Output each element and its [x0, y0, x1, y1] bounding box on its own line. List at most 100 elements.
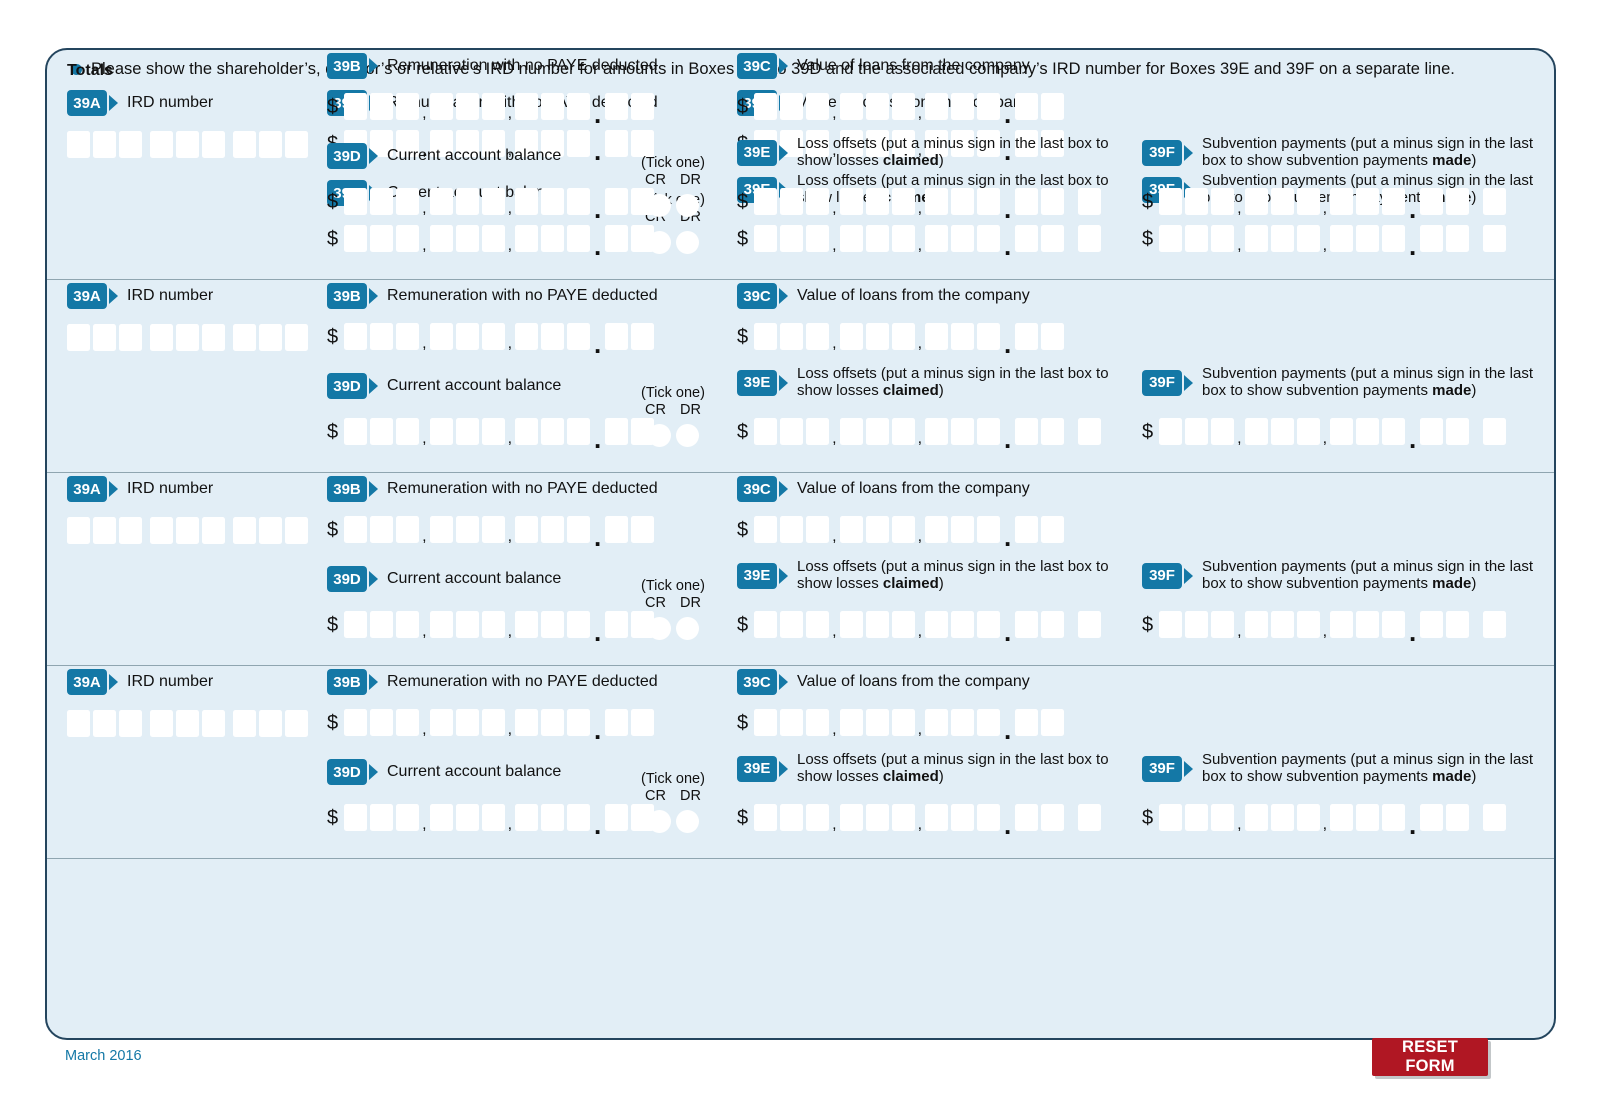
amount-digit-box[interactable]: [951, 418, 975, 445]
dr-radio[interactable]: [675, 810, 699, 833]
amount-digit-box[interactable]: [806, 611, 830, 638]
amount-digit-box[interactable]: [1296, 804, 1320, 831]
amount-digit-box[interactable]: [977, 130, 1001, 157]
amount-digit-box[interactable]: [1185, 611, 1209, 638]
amount-digit-box[interactable]: [977, 611, 1001, 638]
amount-digit-box[interactable]: [344, 804, 368, 831]
amount-digit-box[interactable]: [925, 130, 949, 157]
amount-digit-box[interactable]: [429, 130, 453, 157]
amount-digit-box[interactable]: [780, 709, 804, 736]
amount-digit-box[interactable]: [567, 611, 591, 638]
cents-digit-box[interactable]: [1446, 225, 1470, 252]
amount-digit-box[interactable]: [1211, 418, 1235, 445]
cents-digit-box[interactable]: [605, 516, 629, 543]
cents-digit-box[interactable]: [1446, 804, 1470, 831]
amount-digit-box[interactable]: [1270, 418, 1294, 445]
amount-digit-box[interactable]: [806, 323, 830, 350]
ird-digit-box[interactable]: [176, 324, 199, 351]
amount-digit-box[interactable]: [780, 418, 804, 445]
amount-digit-box[interactable]: [925, 93, 949, 120]
amount-digit-box[interactable]: [370, 611, 394, 638]
amount-digit-box[interactable]: [1296, 225, 1320, 252]
amount-digit-box[interactable]: [780, 225, 804, 252]
amount-digit-box[interactable]: [839, 130, 863, 157]
amount-digit-box[interactable]: [370, 709, 394, 736]
amount-digit-box[interactable]: [1159, 188, 1183, 215]
cents-digit-box[interactable]: [605, 130, 629, 157]
amount-digit-box[interactable]: [370, 418, 394, 445]
ird-digit-box[interactable]: [93, 131, 116, 158]
amount-digit-box[interactable]: [1356, 418, 1380, 445]
amount-digit-box[interactable]: [951, 225, 975, 252]
amount-digit-box[interactable]: [396, 418, 420, 445]
amount-digit-box[interactable]: [455, 418, 479, 445]
amount-digit-box[interactable]: [780, 323, 804, 350]
amount-digit-box[interactable]: [567, 188, 591, 215]
amount-digit-box[interactable]: [396, 188, 420, 215]
amount-digit-box[interactable]: [429, 611, 453, 638]
cents-digit-box[interactable]: [1041, 188, 1065, 215]
amount-digit-box[interactable]: [977, 188, 1001, 215]
amount-digit-box[interactable]: [839, 804, 863, 831]
amount-digit-box[interactable]: [891, 418, 915, 445]
amount-digit-box[interactable]: [429, 323, 453, 350]
amount-digit-box[interactable]: [515, 709, 539, 736]
amount-digit-box[interactable]: [370, 804, 394, 831]
minus-sign-box[interactable]: [1483, 804, 1507, 831]
amount-digit-box[interactable]: [754, 709, 778, 736]
amount-digit-box[interactable]: [567, 93, 591, 120]
amount-digit-box[interactable]: [780, 804, 804, 831]
amount-digit-box[interactable]: [1382, 611, 1406, 638]
cents-digit-box[interactable]: [1420, 611, 1444, 638]
amount-digit-box[interactable]: [977, 804, 1001, 831]
amount-digit-box[interactable]: [370, 225, 394, 252]
cr-radio[interactable]: [647, 194, 671, 217]
ird-digit-box[interactable]: [233, 324, 256, 351]
amount-digit-box[interactable]: [925, 418, 949, 445]
amount-digit-box[interactable]: [455, 130, 479, 157]
amount-digit-box[interactable]: [541, 709, 565, 736]
amount-digit-box[interactable]: [429, 709, 453, 736]
cents-digit-box[interactable]: [1446, 611, 1470, 638]
amount-digit-box[interactable]: [1185, 418, 1209, 445]
amount-digit-box[interactable]: [455, 516, 479, 543]
cents-digit-box[interactable]: [1015, 130, 1039, 157]
minus-sign-box[interactable]: [1483, 418, 1507, 445]
amount-digit-box[interactable]: [891, 516, 915, 543]
amount-digit-box[interactable]: [865, 611, 889, 638]
amount-digit-box[interactable]: [1270, 225, 1294, 252]
amount-digit-box[interactable]: [1296, 611, 1320, 638]
cents-digit-box[interactable]: [631, 709, 655, 736]
amount-digit-box[interactable]: [1244, 611, 1268, 638]
amount-digit-box[interactable]: [754, 93, 778, 120]
cents-digit-box[interactable]: [605, 611, 629, 638]
amount-digit-box[interactable]: [515, 804, 539, 831]
cents-digit-box[interactable]: [1041, 130, 1065, 157]
amount-digit-box[interactable]: [541, 804, 565, 831]
amount-digit-box[interactable]: [780, 516, 804, 543]
amount-digit-box[interactable]: [1356, 611, 1380, 638]
amount-digit-box[interactable]: [370, 516, 394, 543]
amount-digit-box[interactable]: [951, 804, 975, 831]
amount-digit-box[interactable]: [481, 418, 505, 445]
cents-digit-box[interactable]: [631, 323, 655, 350]
amount-digit-box[interactable]: [455, 188, 479, 215]
cents-digit-box[interactable]: [1041, 611, 1065, 638]
amount-digit-box[interactable]: [865, 130, 889, 157]
amount-digit-box[interactable]: [567, 418, 591, 445]
amount-digit-box[interactable]: [951, 93, 975, 120]
amount-digit-box[interactable]: [1270, 611, 1294, 638]
cents-digit-box[interactable]: [1015, 804, 1039, 831]
cents-digit-box[interactable]: [1015, 516, 1039, 543]
ird-digit-box[interactable]: [285, 324, 308, 351]
amount-digit-box[interactable]: [951, 516, 975, 543]
amount-digit-box[interactable]: [1330, 804, 1354, 831]
amount-digit-box[interactable]: [1211, 804, 1235, 831]
ird-digit-box[interactable]: [176, 131, 199, 158]
ird-digit-box[interactable]: [285, 517, 308, 544]
amount-digit-box[interactable]: [806, 709, 830, 736]
dr-radio[interactable]: [675, 194, 699, 217]
ird-digit-box[interactable]: [150, 131, 173, 158]
amount-digit-box[interactable]: [977, 516, 1001, 543]
amount-digit-box[interactable]: [780, 611, 804, 638]
